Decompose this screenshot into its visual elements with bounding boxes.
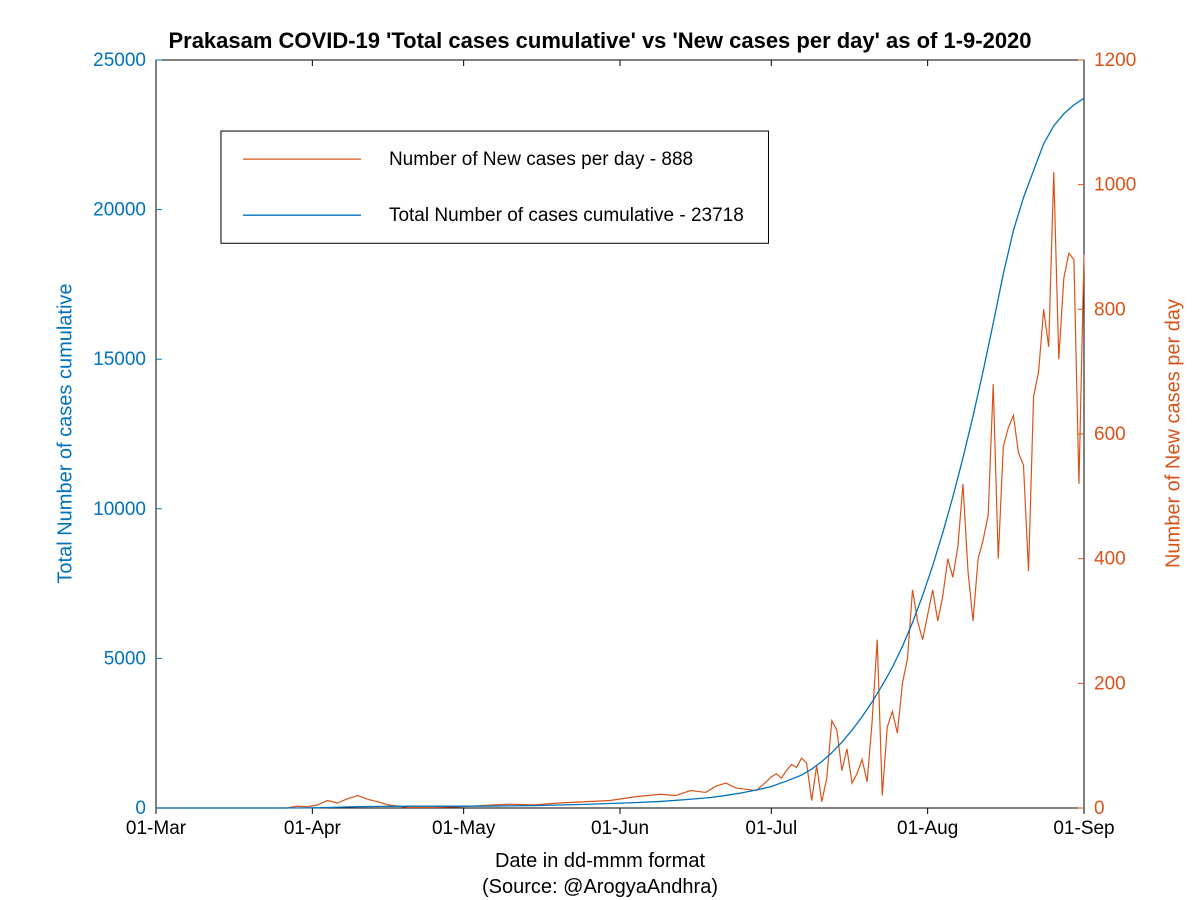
svg-text:800: 800 (1094, 299, 1126, 320)
legend-label: Total Number of cases cumulative - 23718 (389, 205, 744, 226)
legend-label: Number of New cases per day - 888 (389, 149, 693, 170)
svg-text:01-Jun: 01-Jun (591, 818, 649, 839)
svg-text:01-May: 01-May (432, 818, 496, 839)
svg-text:20000: 20000 (93, 200, 146, 221)
svg-text:1200: 1200 (1094, 50, 1136, 71)
svg-text:01-Sep: 01-Sep (1053, 818, 1114, 839)
svg-text:01-Apr: 01-Apr (284, 818, 342, 839)
svg-text:15000: 15000 (93, 349, 146, 370)
x-axis-label-line1: Date in dd-mmm format (0, 850, 1200, 873)
svg-text:200: 200 (1094, 673, 1126, 694)
svg-text:1000: 1000 (1094, 175, 1136, 196)
legend-box (221, 131, 769, 243)
svg-text:25000: 25000 (93, 50, 146, 71)
svg-text:5000: 5000 (104, 648, 146, 669)
series-new-cases (156, 172, 1084, 808)
plot-area: 01-Mar 01-Apr 01-May 01-Jun 01-Jul 01-Aug 01-S… (0, 0, 1200, 900)
svg-text:01-Jul: 01-Jul (745, 818, 797, 839)
svg-text:01-Aug: 01-Aug (897, 818, 958, 839)
svg-text:10000: 10000 (93, 499, 146, 520)
chart-container: { "chart": { "type": "dual-axis-line", "… (0, 0, 1200, 900)
svg-text:0: 0 (135, 798, 146, 819)
x-axis-label-line2: (Source: @ArogyaAndhra) (0, 876, 1200, 899)
svg-text:400: 400 (1094, 549, 1126, 570)
svg-text:0: 0 (1094, 798, 1105, 819)
y-axis-right-label: Number of New cases per day (1163, 60, 1186, 808)
svg-text:01-Mar: 01-Mar (126, 818, 187, 839)
y-axis-left-label: Total Number of cases cumulative (55, 60, 78, 808)
svg-text:600: 600 (1094, 424, 1126, 445)
